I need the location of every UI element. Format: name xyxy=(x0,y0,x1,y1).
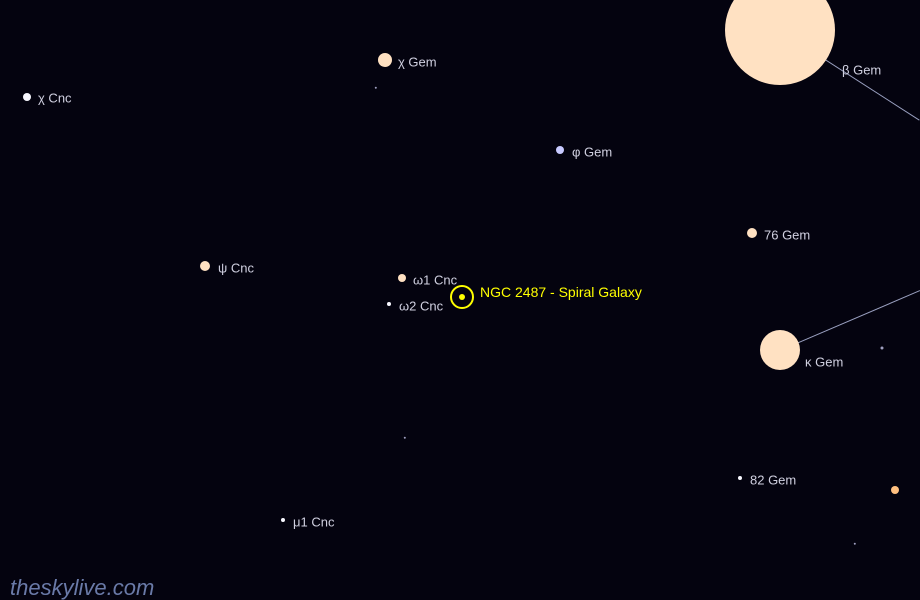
star-label-mu1-cnc: μ1 Cnc xyxy=(293,515,334,530)
star-chart: β Gem χ Gem χ Cnc φ Gem 76 Gem ψ Cnc ω1 Cnc ω2 … xyxy=(0,0,920,600)
star-chi-gem xyxy=(378,53,392,67)
star-label-psi-cnc: ψ Cnc xyxy=(218,261,254,276)
star-label-omega2-cnc: ω2 Cnc xyxy=(399,299,443,314)
star-label-phi-gem: φ Gem xyxy=(572,145,612,160)
target-dot xyxy=(459,294,465,300)
bg-star-0 xyxy=(375,87,377,89)
star-label-chi-cnc: χ Cnc xyxy=(38,91,72,106)
star-kappa-gem xyxy=(760,330,800,370)
constellation-line-1 xyxy=(780,290,920,351)
star-phi-gem xyxy=(556,146,564,154)
star-label-beta-gem: β Gem xyxy=(842,63,881,78)
star-label-76-gem: 76 Gem xyxy=(764,228,810,243)
watermark: theskylive.com xyxy=(10,575,154,600)
star-label-omega1-cnc: ω1 Cnc xyxy=(413,273,457,288)
star-omega1-cnc xyxy=(398,274,406,282)
target-label: NGC 2487 - Spiral Galaxy xyxy=(480,284,642,300)
star-omega2-cnc xyxy=(387,302,391,306)
star-label-82-gem: 82 Gem xyxy=(750,473,796,488)
bg-star-1 xyxy=(881,347,884,350)
star-beta-gem xyxy=(725,0,835,85)
star-chi-cnc xyxy=(23,93,31,101)
bg-star-2 xyxy=(404,437,406,439)
star-mu1-cnc xyxy=(281,518,285,522)
star-label-kappa-gem: κ Gem xyxy=(805,355,843,370)
star-label-chi-gem: χ Gem xyxy=(398,55,437,70)
star-psi-cnc xyxy=(200,261,210,271)
bg-star-3 xyxy=(854,543,856,545)
star-82-gem xyxy=(738,476,742,480)
star-76-gem xyxy=(747,228,757,238)
star-orange-sm xyxy=(891,486,899,494)
